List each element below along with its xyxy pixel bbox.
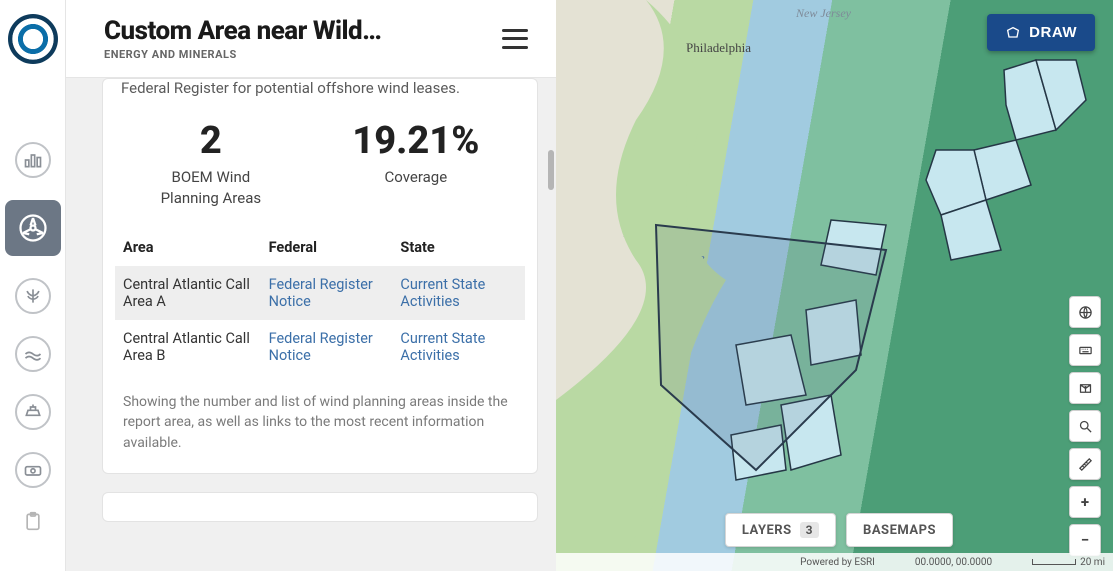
locate-icon[interactable] bbox=[1069, 372, 1101, 404]
federal-link[interactable]: Federal Register Notice bbox=[269, 330, 373, 364]
col-area: Area bbox=[115, 229, 261, 266]
cell-area: Central Atlantic Call Area B bbox=[115, 320, 261, 374]
basemaps-button[interactable]: BASEMAPS bbox=[846, 513, 953, 547]
search-icon[interactable] bbox=[1069, 410, 1101, 442]
nav-shipping-icon[interactable] bbox=[15, 394, 51, 430]
draw-button-label: DRAW bbox=[1029, 24, 1077, 41]
map-attribution: Powered by ESRI 00.0000, 00.0000 20 mi bbox=[556, 553, 1113, 571]
polygon-icon bbox=[1005, 25, 1021, 41]
draw-button[interactable]: DRAW bbox=[987, 14, 1095, 51]
stats-row: 2 BOEM Wind Planning Areas 19.21% Covera… bbox=[115, 119, 525, 229]
map-pill-group: LAYERS 3 BASEMAPS bbox=[725, 513, 953, 547]
zoom-out-button[interactable]: − bbox=[1069, 524, 1101, 556]
panel-header: Custom Area near Wild… ENERGY AND MINERA… bbox=[66, 0, 556, 78]
page-subtitle: ENERGY AND MINERALS bbox=[104, 48, 381, 61]
panel-scrollbar[interactable] bbox=[548, 150, 554, 190]
areas-table: Area Federal State Central Atlantic Call… bbox=[115, 229, 525, 374]
nav-habitat-icon[interactable] bbox=[15, 278, 51, 314]
keyboard-icon[interactable] bbox=[1069, 334, 1101, 366]
table-row: Central Atlantic Call Area A Federal Reg… bbox=[115, 266, 525, 320]
stat-block: 2 BOEM Wind Planning Areas bbox=[161, 119, 262, 209]
nav-ocean-icon[interactable] bbox=[15, 336, 51, 372]
map-canvas[interactable]: New Jersey Philadelphia Dover Delaware D… bbox=[556, 0, 1113, 571]
card-intro-text: Federal Register for potential offshore … bbox=[115, 79, 525, 119]
wind-areas-card: Federal Register for potential offshore … bbox=[102, 78, 538, 474]
scale-text: 20 mi bbox=[1080, 557, 1105, 568]
zoom-in-button[interactable]: + bbox=[1069, 486, 1101, 518]
rail-icon-group bbox=[5, 142, 61, 536]
stat-value: 19.21% bbox=[352, 119, 479, 163]
stat-value: 2 bbox=[161, 119, 262, 163]
layers-button[interactable]: LAYERS 3 bbox=[725, 513, 836, 547]
nav-energy-icon[interactable] bbox=[5, 200, 61, 256]
stat-block: 19.21% Coverage bbox=[352, 119, 479, 209]
stat-label: BOEM Wind Planning Areas bbox=[161, 167, 262, 209]
nav-clipboard-icon[interactable] bbox=[23, 510, 43, 536]
report-panel: Custom Area near Wild… ENERGY AND MINERA… bbox=[66, 0, 556, 571]
scale-bar: 20 mi bbox=[1032, 557, 1105, 568]
state-link[interactable]: Current State Activities bbox=[400, 276, 485, 310]
next-card-peek bbox=[102, 492, 538, 522]
stat-label: Coverage bbox=[352, 167, 479, 188]
cell-area: Central Atlantic Call Area A bbox=[115, 266, 261, 320]
powered-by-text: Powered by ESRI bbox=[800, 557, 875, 568]
card-footnote: Showing the number and list of wind plan… bbox=[115, 374, 525, 457]
map-controls: + − bbox=[1069, 296, 1101, 556]
federal-link[interactable]: Federal Register Notice bbox=[269, 276, 373, 310]
layers-count-badge: 3 bbox=[800, 522, 819, 538]
app-logo[interactable] bbox=[8, 14, 58, 64]
nav-economy-icon[interactable] bbox=[15, 452, 51, 488]
nav-stats-icon[interactable] bbox=[15, 142, 51, 178]
state-link[interactable]: Current State Activities bbox=[400, 330, 485, 364]
layers-label: LAYERS bbox=[742, 523, 792, 538]
basemap-globe-icon[interactable] bbox=[1069, 296, 1101, 328]
coords-text: 00.0000, 00.0000 bbox=[915, 557, 992, 568]
table-row: Central Atlantic Call Area B Federal Reg… bbox=[115, 320, 525, 374]
measure-icon[interactable] bbox=[1069, 448, 1101, 480]
map-overlay-shapes bbox=[556, 0, 1113, 571]
col-federal: Federal bbox=[261, 229, 393, 266]
menu-icon[interactable] bbox=[502, 29, 528, 49]
page-title: Custom Area near Wild… bbox=[104, 16, 381, 46]
col-state: State bbox=[392, 229, 525, 266]
basemaps-label: BASEMAPS bbox=[863, 523, 936, 538]
left-nav-rail bbox=[0, 0, 66, 571]
